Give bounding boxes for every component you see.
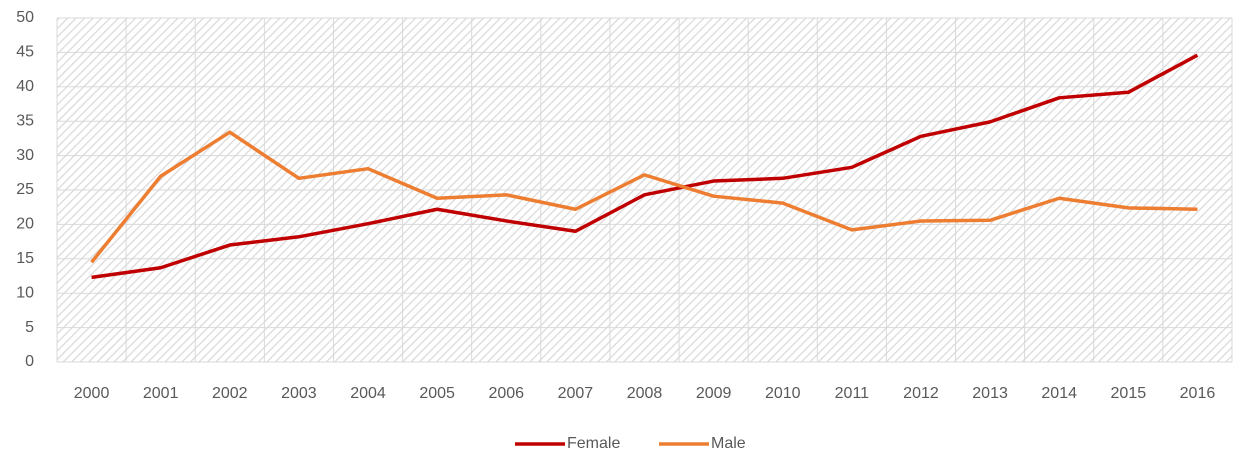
y-tick-label: 10 [16, 284, 34, 301]
y-tick-label: 35 [16, 112, 34, 129]
x-tick-label: 2006 [488, 385, 524, 402]
y-tick-label: 15 [16, 250, 34, 267]
x-tick-label: 2003 [281, 385, 317, 402]
x-tick-label: 2000 [74, 385, 110, 402]
x-tick-label: 2015 [1111, 385, 1147, 402]
line-series [90, 130, 1198, 264]
x-tick-label: 2013 [972, 385, 1008, 402]
y-tick-label: 45 [16, 44, 34, 61]
x-tick-label: 2007 [558, 385, 594, 402]
x-tick-label: 2008 [627, 385, 663, 402]
y-tick-label: 0 [25, 353, 34, 370]
line-series [91, 53, 1199, 280]
x-tick-label: 2009 [696, 385, 732, 402]
legend-label: Female [567, 435, 620, 452]
legend-label: Male [711, 435, 746, 452]
x-tick-label: 2001 [143, 385, 179, 402]
x-tick-label: 2005 [419, 385, 455, 402]
x-tick-label: 2002 [212, 385, 248, 402]
x-tick-label: 2016 [1180, 385, 1216, 402]
x-tick-label: 2010 [765, 385, 801, 402]
y-tick-label: 5 [25, 319, 34, 336]
x-tick-label: 2012 [903, 385, 939, 402]
y-tick-label: 30 [16, 147, 34, 164]
y-tick-label: 25 [16, 181, 34, 198]
y-tick-label: 40 [16, 78, 34, 95]
x-tick-label: 2011 [835, 385, 870, 402]
y-tick-label: 20 [16, 216, 34, 233]
x-tick-label: 2004 [350, 385, 386, 402]
x-tick-label: 2014 [1041, 385, 1077, 402]
y-tick-label: 50 [16, 9, 34, 26]
